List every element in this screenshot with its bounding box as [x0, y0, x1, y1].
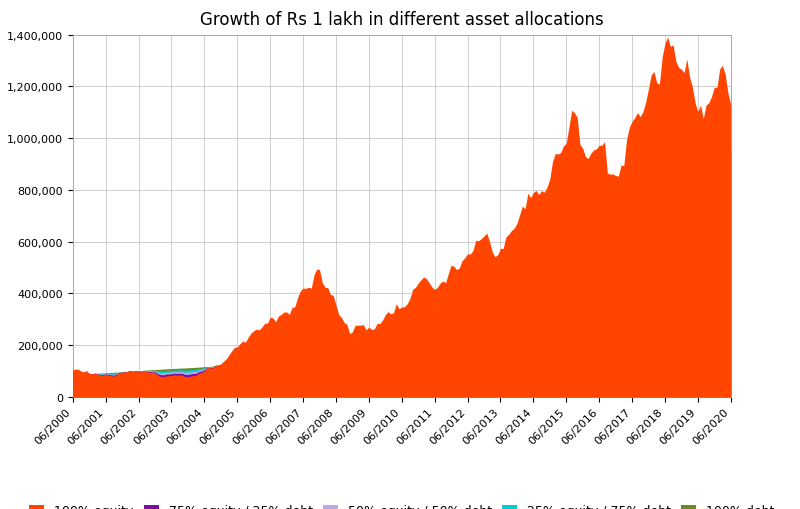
Title: Growth of Rs 1 lakh in different asset allocations: Growth of Rs 1 lakh in different asset a…	[200, 11, 604, 29]
Legend: 100% equity, 75% equity / 25% debt, 50% equity / 50% debt, 25% equity / 75% debt: 100% equity, 75% equity / 25% debt, 50% …	[30, 504, 774, 509]
